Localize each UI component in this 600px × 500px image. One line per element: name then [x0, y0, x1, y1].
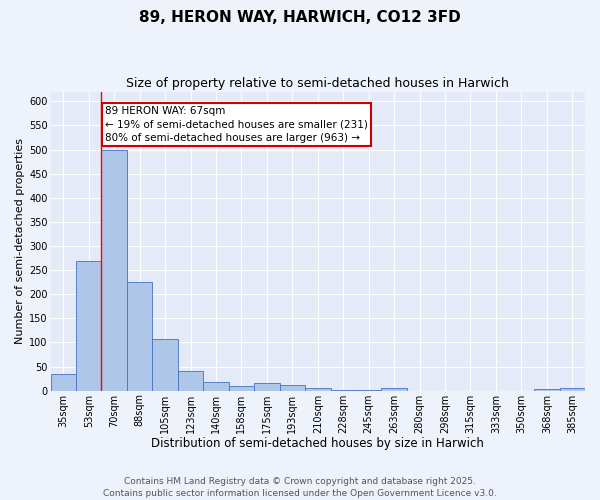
Bar	[50, 374, 76, 390]
Bar	[152, 338, 178, 390]
Bar	[127, 282, 152, 391]
Bar	[101, 150, 127, 390]
Bar	[560, 388, 585, 390]
Bar	[254, 383, 280, 390]
Text: Contains HM Land Registry data © Crown copyright and database right 2025.
Contai: Contains HM Land Registry data © Crown c…	[103, 476, 497, 498]
Bar	[534, 389, 560, 390]
Text: 89, HERON WAY, HARWICH, CO12 3FD: 89, HERON WAY, HARWICH, CO12 3FD	[139, 10, 461, 25]
Bar	[178, 372, 203, 390]
Bar	[280, 385, 305, 390]
Bar	[305, 388, 331, 390]
Y-axis label: Number of semi-detached properties: Number of semi-detached properties	[15, 138, 25, 344]
Text: 89 HERON WAY: 67sqm
← 19% of semi-detached houses are smaller (231)
80% of semi-: 89 HERON WAY: 67sqm ← 19% of semi-detach…	[105, 106, 368, 142]
Bar	[382, 388, 407, 390]
Title: Size of property relative to semi-detached houses in Harwich: Size of property relative to semi-detach…	[127, 78, 509, 90]
Bar	[203, 382, 229, 390]
Bar	[76, 262, 101, 390]
X-axis label: Distribution of semi-detached houses by size in Harwich: Distribution of semi-detached houses by …	[151, 437, 484, 450]
Bar	[229, 386, 254, 390]
